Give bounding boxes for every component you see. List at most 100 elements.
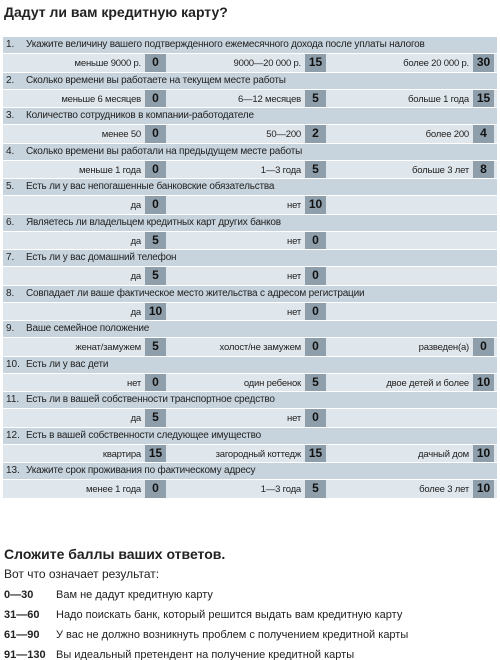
- title: Дадут ли вам кредитную карту?: [4, 4, 228, 20]
- result-text: У вас не должно возникнуть проблем с пол…: [56, 629, 409, 641]
- score-box: 15: [473, 89, 494, 107]
- score-box: 0: [305, 338, 326, 356]
- score-box: 0: [305, 409, 326, 427]
- option-label: женат/замужем: [75, 342, 141, 353]
- answer-row: [3, 231, 497, 249]
- score-box: 10: [145, 302, 166, 320]
- option-label: меньше 6 месяцев: [61, 93, 141, 105]
- question-text: Есть ли у вас дети: [26, 358, 109, 370]
- option-label: более 20 000 р.: [403, 58, 469, 69]
- score-box: 0: [145, 480, 166, 498]
- question-number: 5.: [6, 181, 15, 192]
- question-number: 11.: [6, 394, 20, 405]
- question-text: Ваше семейное положение: [26, 323, 150, 334]
- answer-row: [3, 160, 497, 178]
- option-label: 6—12 месяцев: [238, 93, 301, 105]
- option-label: да: [130, 200, 142, 211]
- option-label: нет: [287, 413, 301, 424]
- score-box: 10: [473, 480, 494, 498]
- option-label: дачный дом: [418, 448, 469, 460]
- option-label: меньше 1 года: [78, 164, 141, 176]
- question-text: Есть ли у вас домашний телефон: [26, 252, 177, 263]
- result-text: Вам не дадут кредитную карту: [56, 589, 213, 601]
- score-box: 5: [145, 267, 166, 285]
- option-label: больше 1 года: [407, 93, 469, 105]
- option-label: более 3 лет: [419, 484, 469, 495]
- score-box: 5: [145, 338, 166, 356]
- option-label: 1—3 года: [260, 164, 301, 176]
- score-box: 10: [473, 444, 494, 462]
- answer-row: [3, 302, 497, 320]
- question-row: [3, 392, 497, 408]
- question-text: Укажите величину вашего подтвержденного …: [26, 39, 425, 50]
- question-number: 10.: [6, 358, 20, 370]
- score-box: 2: [305, 125, 326, 143]
- question-row: [3, 427, 497, 444]
- question-row: [3, 143, 497, 160]
- question-text: Являетесь ли владельцем кредитных карт д…: [26, 216, 281, 228]
- option-label: нет: [287, 200, 301, 211]
- result-text: Вы идеальный претендент на получение кре…: [56, 649, 355, 660]
- question-row: [3, 250, 497, 266]
- option-label: нет: [287, 306, 301, 318]
- question-text: Есть ли у вас непогашенные банковские об…: [26, 181, 275, 192]
- score-box: 15: [305, 54, 326, 72]
- answer-row: [3, 338, 497, 356]
- option-label: один ребенок: [243, 377, 301, 389]
- option-label: да: [130, 235, 142, 247]
- option-label: 50—200: [266, 129, 301, 140]
- question-number: 8.: [6, 287, 15, 299]
- score-box: 5: [305, 160, 326, 178]
- question-number: 2.: [6, 74, 15, 86]
- answer-row: [3, 480, 497, 498]
- score-box: 0: [305, 302, 326, 320]
- score-box: 8: [473, 160, 494, 178]
- answer-row: [3, 373, 497, 391]
- question-row: [3, 214, 497, 231]
- option-label: 1—3 года: [260, 484, 301, 495]
- score-box: 4: [473, 125, 494, 143]
- question-row: [3, 285, 497, 302]
- score-box: 5: [305, 480, 326, 498]
- answer-row: [3, 54, 497, 72]
- option-label: холост/не замужем: [219, 342, 302, 353]
- question-number: 6.: [6, 216, 15, 228]
- score-box: 0: [145, 54, 166, 72]
- question-number: 1.: [6, 39, 15, 50]
- question-text: Есть в вашей собственности следующее иму…: [26, 429, 262, 441]
- option-label: нет: [287, 271, 301, 282]
- question-row: [3, 72, 497, 89]
- score-box: 0: [473, 338, 494, 356]
- question-number: 13.: [6, 465, 20, 476]
- score-box: 0: [145, 373, 166, 391]
- score-box: 0: [145, 125, 166, 143]
- question-text: Укажите срок проживания по фактическому …: [26, 465, 256, 476]
- question-text: Совпадает ли ваше фактическое место жите…: [26, 287, 365, 299]
- option-label: 9000—20 000 р.: [233, 58, 302, 69]
- question-row: [3, 321, 497, 337]
- question-row: [3, 463, 497, 479]
- score-box: 5: [305, 373, 326, 391]
- option-label: нет: [127, 377, 141, 389]
- option-label: загородный коттедж: [215, 448, 302, 460]
- score-box: 0: [145, 196, 166, 214]
- score-box: 0: [145, 89, 166, 107]
- result-text: Надо поискать банк, который решится выда…: [56, 609, 403, 621]
- option-label: да: [130, 306, 142, 318]
- summary-subtitle: Вот что означает результат:: [4, 567, 160, 581]
- score-box: 30: [473, 54, 494, 72]
- question-text: Сколько времени вы работаете на текущем …: [26, 74, 286, 86]
- option-label: меньше 9000 р.: [74, 58, 142, 69]
- result-range: 0—30: [4, 589, 34, 601]
- score-box: 15: [145, 444, 166, 462]
- score-box: 5: [145, 231, 166, 249]
- question-row: [3, 108, 497, 124]
- question-number: 12.: [6, 429, 20, 441]
- question-number: 9.: [6, 323, 15, 334]
- score-box: 0: [305, 231, 326, 249]
- option-label: более 200: [425, 129, 470, 140]
- answer-row: [3, 89, 497, 107]
- question-text: Количество сотрудников в компании-работо…: [26, 110, 254, 121]
- result-range: 31—60: [4, 609, 40, 621]
